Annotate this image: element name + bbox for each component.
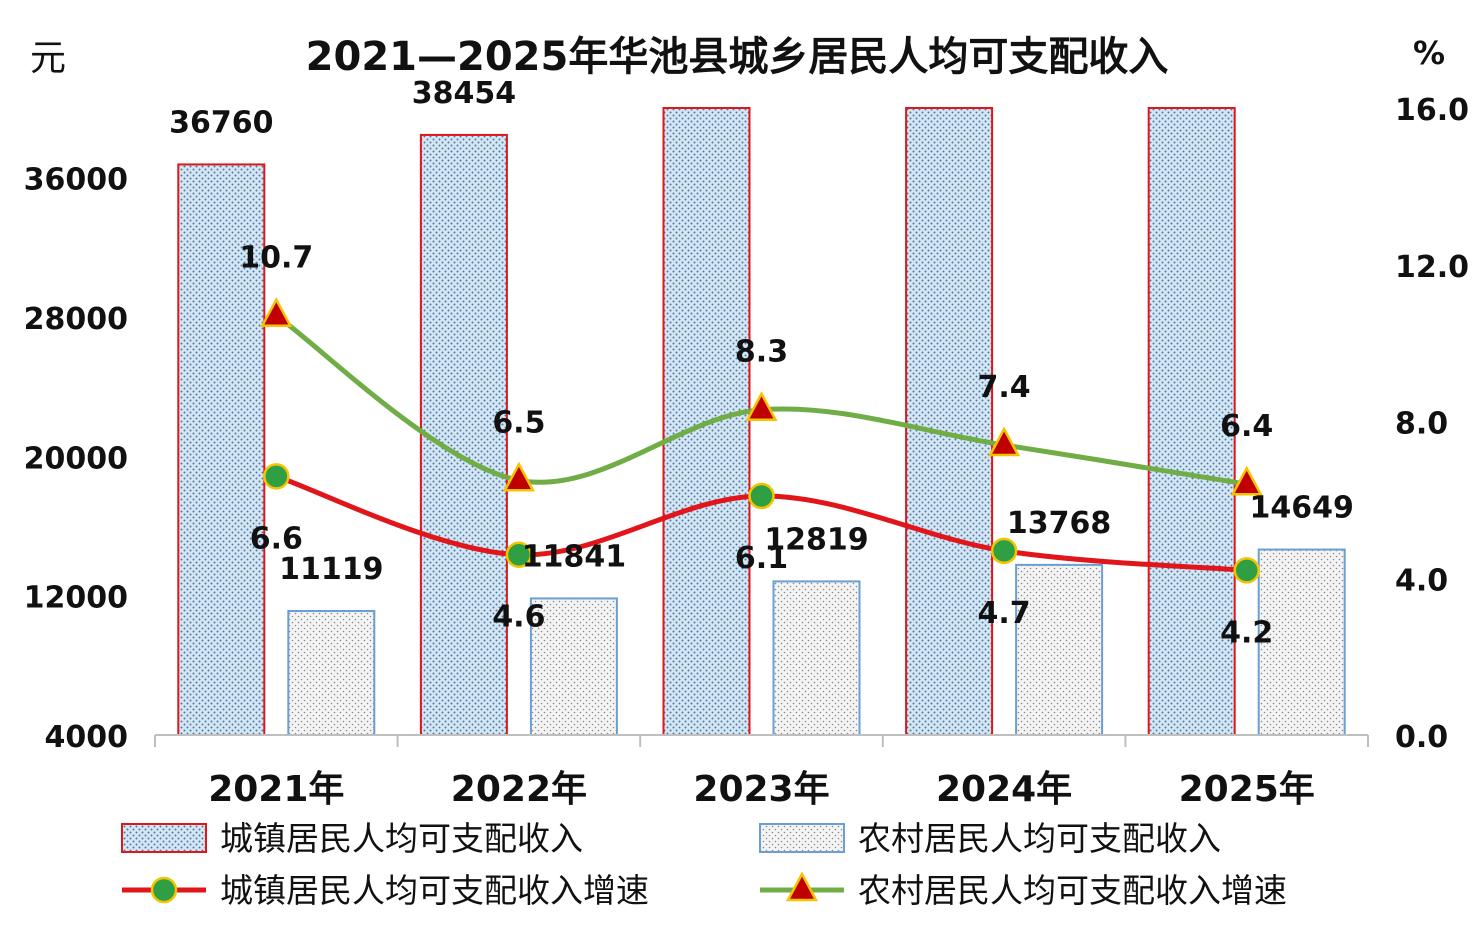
rural-income-label: 11841 xyxy=(522,539,626,574)
rural-income-label: 14649 xyxy=(1250,491,1354,526)
legend-label: 城镇居民人均可支配收入增速 xyxy=(220,871,649,910)
legend-label: 城镇居民人均可支配收入 xyxy=(220,819,583,858)
rural-income-label: 13768 xyxy=(1007,506,1111,541)
rural-growth-label: 7.4 xyxy=(978,370,1031,405)
rural-income-bar xyxy=(1257,548,1346,736)
x-tick-label: 2022年 xyxy=(451,769,587,810)
rural-growth-marker xyxy=(988,426,1021,457)
rural-growth-marker xyxy=(1230,465,1263,496)
rural-growth-marker xyxy=(745,391,778,421)
rural-growth-marker xyxy=(502,461,535,492)
rural-income-bar xyxy=(772,580,861,736)
urban-growth-label: 6.1 xyxy=(735,541,788,576)
x-tick-label: 2021年 xyxy=(208,769,344,810)
urban-income-bar xyxy=(905,107,994,736)
legend-marker xyxy=(150,876,178,904)
right-tick-label: 8.0 xyxy=(1395,407,1448,442)
left-tick-label: 4000 xyxy=(45,720,129,755)
urban-growth-label: 4.2 xyxy=(1220,615,1273,650)
urban-income-bar xyxy=(177,163,266,736)
x-axis-ticks: 2021年 2022年 2023年 2024年 2025年 xyxy=(154,735,1369,810)
rural-growth-label: 10.7 xyxy=(239,241,313,276)
urban-income-bar xyxy=(1147,107,1236,736)
legend-swatch xyxy=(121,823,207,853)
urban-growth-label: 4.6 xyxy=(492,600,545,635)
right-axis-unit: % xyxy=(1413,34,1445,72)
urban-growth-marker xyxy=(990,537,1018,565)
x-tick-label: 2023年 xyxy=(693,769,829,810)
urban-growth-marker xyxy=(1233,557,1260,584)
left-axis-unit: 元 xyxy=(30,38,66,79)
value-labels: 36760 38454 11119 11841 12819 13768 14649 10.7 6… xyxy=(169,76,1354,650)
right-tick-label: 16.0 xyxy=(1395,93,1469,128)
urban-growth-marker xyxy=(505,541,533,568)
legend-label: 农村居民人均可支配收入 xyxy=(858,819,1221,858)
rural-growth-label: 6.4 xyxy=(1220,409,1273,444)
rural-income-bar xyxy=(287,610,376,736)
left-tick-label: 20000 xyxy=(24,441,128,476)
urban-income-label: 36760 xyxy=(169,105,273,140)
urban-growth-marker xyxy=(263,463,290,490)
legend-label: 农村居民人均可支配收入增速 xyxy=(858,871,1287,910)
rural-income-label: 12819 xyxy=(764,522,868,557)
rural-growth-marker xyxy=(260,297,293,327)
chart-title: 2021—2025年华池县城乡居民人均可支配收入 xyxy=(306,34,1169,80)
urban-growth-label: 6.6 xyxy=(250,521,303,556)
rural-income-bar xyxy=(1015,563,1104,737)
growth-markers xyxy=(260,297,1263,584)
legend-swatch xyxy=(759,823,845,853)
left-axis-ticks: 4000 12000 20000 28000 36000 xyxy=(24,163,128,755)
urban-growth-label: 4.7 xyxy=(978,596,1031,631)
legend-marker xyxy=(785,871,819,902)
rural-growth-label: 6.5 xyxy=(492,405,545,440)
right-axis-ticks: 0.0 4.0 8.0 12.0 16.0 xyxy=(1395,93,1469,755)
right-tick-label: 0.0 xyxy=(1395,720,1448,755)
right-tick-label: 4.0 xyxy=(1395,563,1448,598)
urban-growth-marker xyxy=(748,482,775,510)
x-tick-label: 2024年 xyxy=(936,769,1072,810)
urban-income-bar xyxy=(419,133,508,737)
left-tick-label: 36000 xyxy=(24,163,128,198)
rural-growth-label: 8.3 xyxy=(735,335,788,370)
x-tick-label: 2025年 xyxy=(1179,769,1315,810)
left-tick-label: 12000 xyxy=(24,581,128,616)
rural-income-label: 11119 xyxy=(279,552,383,587)
left-tick-label: 28000 xyxy=(24,302,128,337)
right-tick-label: 12.0 xyxy=(1395,250,1469,285)
urban-income-label: 38454 xyxy=(412,76,516,111)
